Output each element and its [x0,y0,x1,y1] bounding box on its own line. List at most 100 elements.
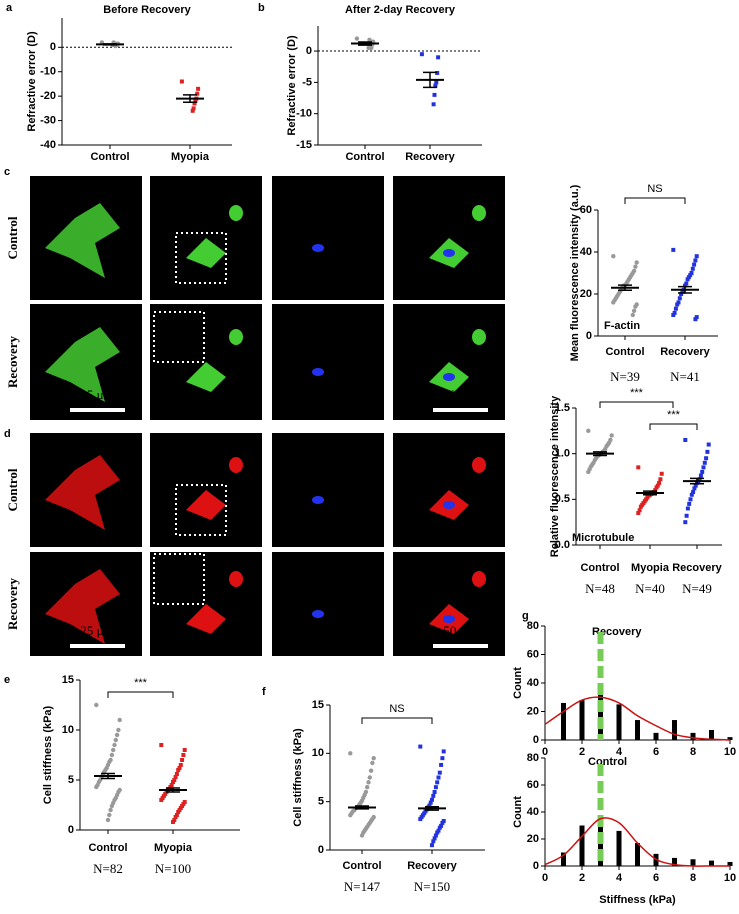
data-point [430,843,434,848]
data-point [688,273,693,278]
x-tick-label: Control [605,346,644,358]
cell-shape [186,604,226,634]
y-tick-label: 60 [527,779,539,791]
data-point [586,469,591,475]
n-label: N=48 [585,581,615,596]
panel-letter: b [258,2,265,14]
micrograph [272,304,384,420]
data-point [365,784,370,790]
bar [709,730,714,740]
data-point [366,780,371,785]
data-point [112,742,117,748]
data-point [693,258,698,263]
data-point [431,839,436,844]
data-point [430,797,434,802]
cell-blob [472,205,486,221]
row-label: Control [5,468,20,511]
x-tick-label: Recovery [405,151,455,163]
data-point [694,254,699,259]
data-point [679,292,684,296]
data-point [636,465,641,470]
in-plot-label: F-actin [604,320,640,332]
in-plot-label: Microtubule [572,532,634,544]
data-point [433,833,438,838]
data-point [683,437,688,442]
x-tick-label: Recovery [660,346,710,358]
data-point [659,471,664,476]
data-point [368,768,374,773]
cell-blob [229,205,243,221]
data-point [689,492,694,497]
data-point [673,306,678,311]
y-tick-label: 0 [533,734,539,746]
y-tick-label: 40 [580,246,592,258]
data-point [180,758,185,762]
data-point [693,483,698,488]
significance-label: *** [630,387,644,399]
cell-blob [229,571,243,587]
y-axis-label: Refractive error (D) [286,35,298,136]
data-point [182,748,187,752]
x-tick-label: Control [90,151,129,163]
data-point [433,785,438,790]
data-point [116,727,121,733]
zoom-box [153,311,205,363]
data-point [677,296,682,301]
data-point [109,752,115,758]
cell-shape [45,455,120,530]
column-header: DAPI [280,183,312,198]
panel-letter: g [522,610,529,622]
x-tick-label: 10 [724,746,736,758]
n-label: N=147 [344,879,381,894]
x-tick-label: 2 [579,746,585,758]
bar [690,732,696,740]
cell-blob [472,329,486,345]
significance-bracket [361,717,433,724]
y-tick-label: 0 [68,824,74,836]
data-point [193,99,198,104]
row-label: Control [5,216,20,259]
data-point [433,83,438,88]
nucleus [443,615,455,623]
data-point [609,433,614,438]
y-tick-label: 60 [527,648,539,660]
x-tick-label: 10 [724,872,736,884]
error-bar [593,451,607,457]
panel-letter: d [4,428,11,440]
n-label: N=49 [682,581,712,596]
y-tick-label: -15 [296,139,312,151]
bar [579,825,585,866]
data-point [686,275,691,280]
data-point [441,749,446,754]
data-point [367,775,372,780]
column-header: Microtubule [158,440,227,455]
x-axis-label: Stiffness (kPa) [599,894,676,906]
y-tick-label: 0.5 [555,493,570,505]
scale-bar-label: 25 μm [80,623,113,638]
x-tick-label: 8 [690,746,696,758]
data-point [434,80,439,85]
data-point [196,86,201,91]
data-point [113,737,119,743]
zoom-box [153,553,205,605]
y-tick-label: 20 [527,833,539,845]
x-tick-label: 8 [690,872,696,884]
y-tick-label: 1.0 [555,448,570,460]
bar [579,700,585,740]
data-point [418,744,423,749]
data-point [688,497,693,502]
significance-label: NS [647,183,662,195]
data-point [431,793,436,798]
y-tick-label: -5 [302,76,312,88]
data-point [439,762,444,767]
bar [616,704,622,740]
data-point [633,264,638,269]
y-tick-label: 10 [312,747,324,759]
data-point [370,760,375,766]
data-point [687,501,692,506]
cell-shape [186,238,226,268]
data-point [684,281,689,286]
data-point [432,836,437,841]
y-tick-label: 20 [580,288,592,300]
